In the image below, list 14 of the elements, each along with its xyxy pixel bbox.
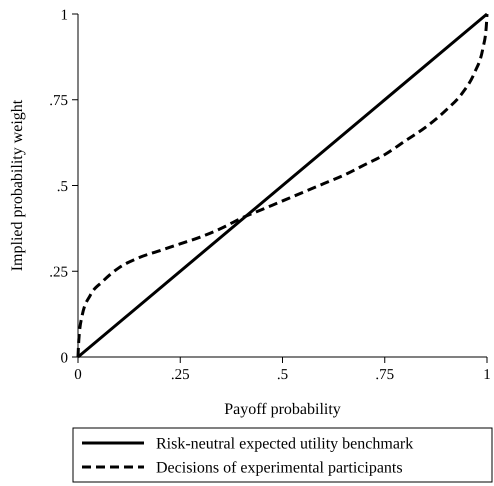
legend-label: Risk-neutral expected utility benchmark: [156, 436, 414, 453]
y-tick-label: .25: [49, 264, 68, 280]
y-axis-title: Implied probability weight: [9, 99, 26, 272]
y-tick-label: .5: [56, 178, 68, 195]
y-tick-label: 1: [60, 7, 68, 24]
x-tick-label: 1: [483, 367, 491, 383]
x-tick-label: .25: [170, 367, 190, 383]
x-tick-label: .75: [375, 367, 394, 383]
x-tick-label: 0: [74, 367, 82, 383]
y-tick-label: 0: [60, 350, 68, 366]
x-tick-label: .5: [276, 367, 288, 383]
y-tick-label: .75: [49, 93, 68, 109]
x-axis-title: Payoff probability: [224, 401, 341, 418]
legend-label: Decisions of experimental participants: [156, 460, 403, 477]
